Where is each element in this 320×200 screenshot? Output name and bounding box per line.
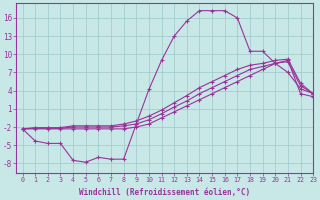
X-axis label: Windchill (Refroidissement éolien,°C): Windchill (Refroidissement éolien,°C) (79, 188, 250, 197)
